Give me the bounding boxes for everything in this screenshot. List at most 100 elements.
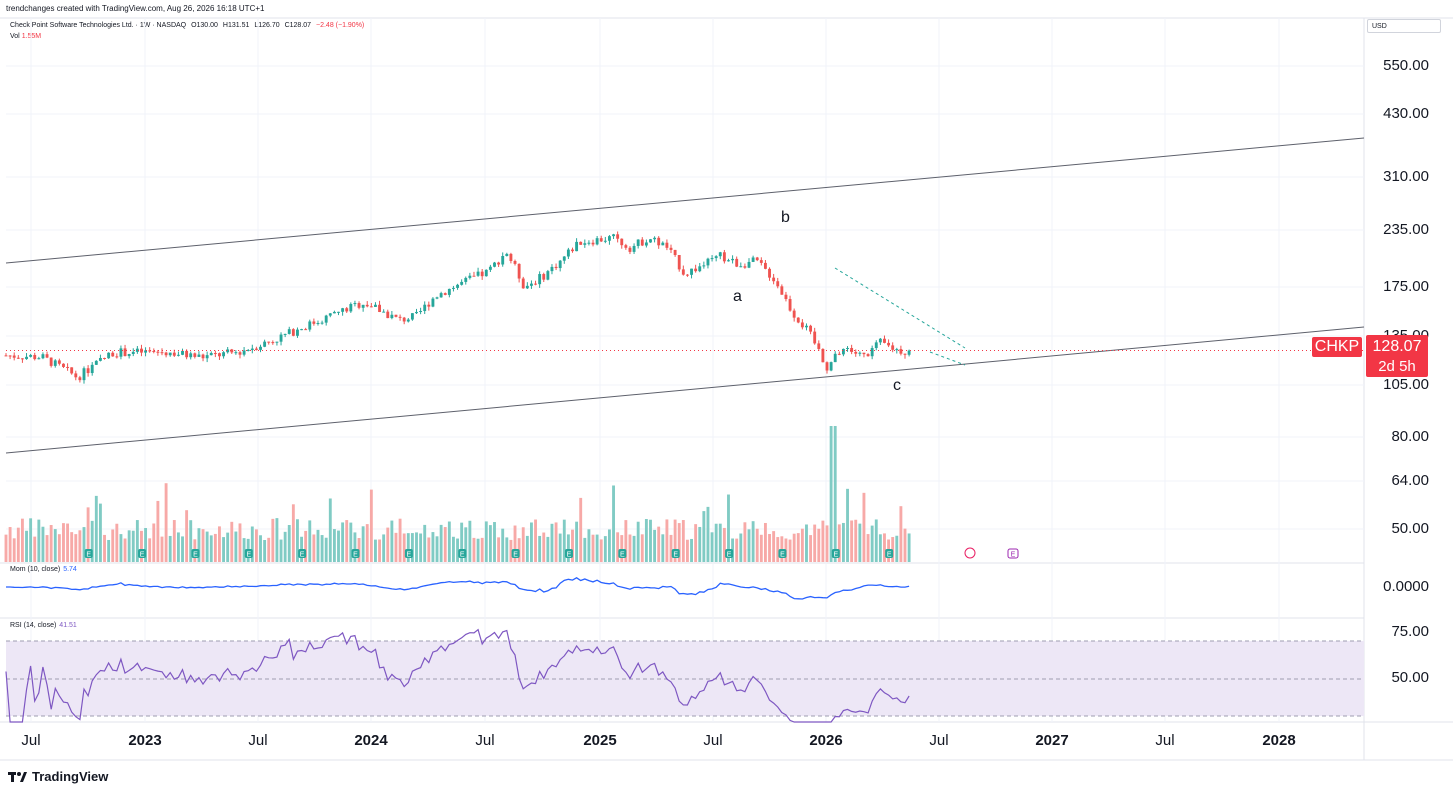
volume-bar xyxy=(328,498,332,562)
volume-bar xyxy=(608,529,611,562)
volume-bar xyxy=(603,536,607,562)
last-price-tag: 128.07 2d 5h xyxy=(1366,335,1428,377)
candle-body xyxy=(657,237,661,246)
candle-body xyxy=(878,338,882,343)
volume-bar xyxy=(624,520,628,562)
volume-bar xyxy=(439,524,443,562)
volume-bar xyxy=(698,526,702,562)
candle-body xyxy=(410,313,414,320)
candle-body xyxy=(874,342,878,349)
tradingview-logo[interactable]: TradingView xyxy=(8,769,108,784)
earnings-marker xyxy=(244,549,253,558)
symbol-title[interactable]: Check Point Software Technologies Ltd. ·… xyxy=(10,22,187,29)
momentum-legend[interactable]: Mom (10, close) 5.74 xyxy=(10,566,77,573)
candle-body xyxy=(209,353,213,356)
candle-body xyxy=(792,310,796,318)
candle-body xyxy=(608,236,611,241)
close-value: C128.07 xyxy=(284,22,312,29)
wave-label-b: b xyxy=(781,209,790,226)
volume-bar xyxy=(534,519,537,562)
candle-body xyxy=(677,255,681,270)
volume-bar xyxy=(562,519,566,562)
candle-body xyxy=(365,304,369,307)
future-earnings-marker xyxy=(1007,548,1019,559)
volume-bar xyxy=(530,522,533,562)
candle-body xyxy=(480,271,484,277)
volume-bar xyxy=(702,511,706,562)
earnings-marker xyxy=(298,549,307,558)
volume-bar xyxy=(772,531,776,562)
volume-bar xyxy=(230,521,234,562)
volume-bar xyxy=(279,539,283,562)
price-tick: 80.00 xyxy=(1391,428,1429,445)
candle-body xyxy=(164,352,168,356)
volume-bar xyxy=(878,534,882,562)
volume-bar xyxy=(735,538,739,562)
volume-bar xyxy=(468,520,472,562)
volume-bar xyxy=(156,500,160,562)
candle-body xyxy=(140,348,143,353)
earnings-marker xyxy=(831,549,840,558)
rsi-legend[interactable]: RSI (14, close) 41.51 xyxy=(10,622,77,629)
candle-body xyxy=(316,323,320,325)
volume-bar xyxy=(472,537,476,562)
volume-bar xyxy=(509,539,513,562)
candle-body xyxy=(755,257,759,261)
candle-body xyxy=(226,349,230,353)
candle-body xyxy=(131,351,135,354)
candle-body xyxy=(903,353,907,355)
candle-body xyxy=(33,354,37,360)
candle-body xyxy=(349,304,353,312)
candle-body xyxy=(222,352,226,357)
currency-selector[interactable]: USD xyxy=(1367,19,1441,33)
candle-body xyxy=(805,325,808,328)
candle-body xyxy=(739,266,743,268)
candle-body xyxy=(70,367,74,374)
time-tick: Jul xyxy=(1155,732,1175,749)
candle-body xyxy=(883,338,886,343)
candle-body xyxy=(66,366,70,368)
earnings-marker-label: E xyxy=(460,552,465,559)
candle-body xyxy=(156,351,160,353)
candle-body xyxy=(53,360,57,366)
volume-bar xyxy=(337,530,340,562)
candle-body xyxy=(710,258,714,260)
price-tick: 310.00 xyxy=(1383,168,1429,185)
volume-bar xyxy=(148,538,152,562)
candle-body xyxy=(86,368,90,374)
volume-bar xyxy=(825,525,829,562)
volume-bar xyxy=(476,538,480,562)
candle-body xyxy=(172,352,176,356)
open-value: O130.00 xyxy=(191,22,218,29)
candle-body xyxy=(12,355,16,358)
candle-body xyxy=(353,303,357,305)
volume-bar xyxy=(755,528,759,562)
candle-body xyxy=(107,352,111,359)
volume-bar xyxy=(107,539,111,562)
candle-body xyxy=(661,242,665,246)
candle-body xyxy=(571,249,574,252)
earnings-marker xyxy=(84,549,93,558)
volume-bar xyxy=(858,523,862,562)
volume-bar xyxy=(575,521,579,562)
channel-lower-line xyxy=(5,326,1365,454)
volume-bar xyxy=(579,497,583,562)
candle-body xyxy=(772,277,776,282)
candle-body xyxy=(817,343,821,349)
earnings-marker xyxy=(618,549,627,558)
volume-bar xyxy=(78,530,82,562)
earnings-marker-label: E xyxy=(513,552,518,559)
volume-bar xyxy=(612,485,615,562)
candle-body xyxy=(644,242,648,246)
volume-bar xyxy=(681,520,685,562)
candle-body xyxy=(649,239,652,243)
candle-body xyxy=(513,260,517,264)
candle-body xyxy=(332,311,336,314)
candle-body xyxy=(702,265,706,267)
candle-body xyxy=(439,293,443,298)
volume-bar xyxy=(505,537,509,562)
volume-bar xyxy=(12,538,16,562)
volume-bar xyxy=(386,527,390,562)
volume-bar xyxy=(57,534,61,562)
